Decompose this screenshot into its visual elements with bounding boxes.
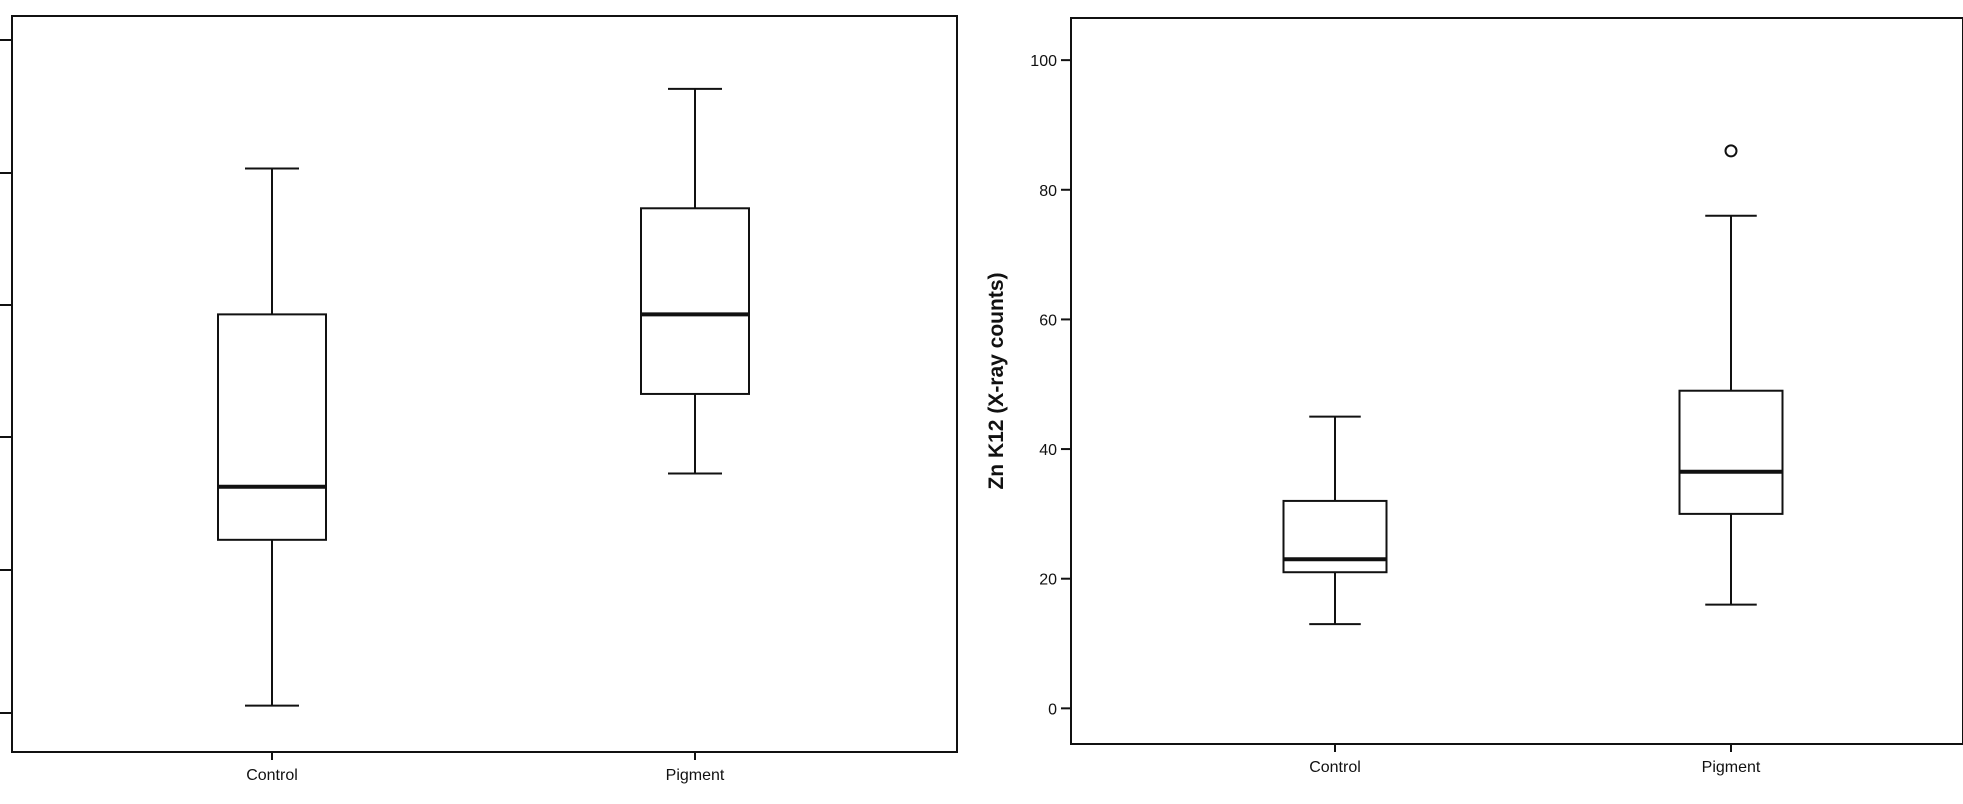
y-tick-label: 80 xyxy=(1039,183,1057,200)
plot-frame xyxy=(11,15,958,753)
x-tick-label: Pigment xyxy=(1702,759,1761,776)
x-tick-label: Control xyxy=(1309,759,1361,776)
chart-panel-right: 0 20 40 60 80 100 Zn K12 (X-ray counts) Control… xyxy=(985,17,1963,776)
box-iqr xyxy=(217,313,327,541)
y-tick-label: 100 xyxy=(1030,53,1057,70)
y-tick-label: 0 xyxy=(1048,701,1057,718)
y-tick-label: 40 xyxy=(1039,442,1057,459)
box-iqr xyxy=(1678,389,1784,515)
y-tick-label: 60 xyxy=(1039,312,1057,329)
box-iqr xyxy=(640,207,750,395)
chart-panel-left: Control Pigment xyxy=(0,15,958,784)
y-axis-title: Zn K12 (X-ray counts) xyxy=(985,272,1008,489)
outlier-point xyxy=(1724,144,1738,158)
x-tick-label: Control xyxy=(246,767,298,784)
box-iqr xyxy=(1282,499,1388,574)
plot-frame xyxy=(1070,17,1963,745)
x-tick-label: Pigment xyxy=(666,767,725,784)
y-tick-label: 20 xyxy=(1039,572,1057,589)
